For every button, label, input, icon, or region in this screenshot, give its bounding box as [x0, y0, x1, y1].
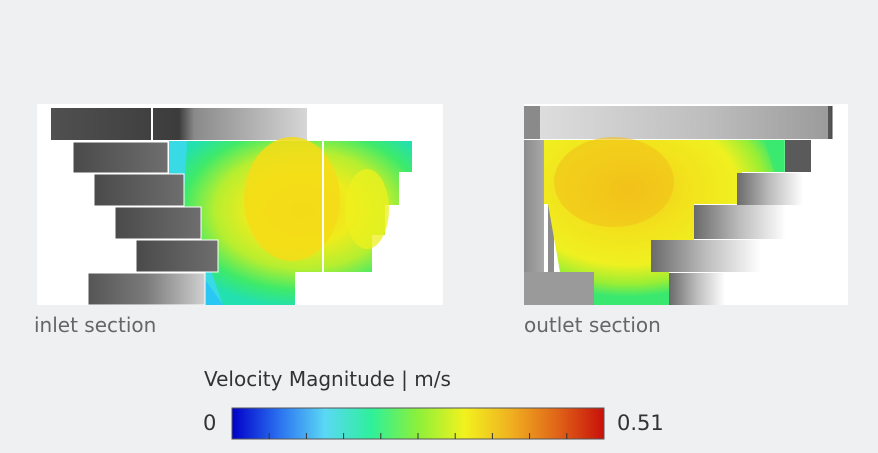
- inlet-section-plot: [37, 104, 443, 305]
- colorbar-max-label: 0.51: [617, 411, 664, 435]
- inlet-section-caption: inlet section: [34, 313, 157, 337]
- velocity-colorbar: [231, 407, 605, 440]
- outlet-section-caption: outlet section: [524, 313, 661, 337]
- outlet-section-plot: [524, 104, 848, 305]
- colorbar-title: Velocity Magnitude | m/s: [204, 367, 451, 391]
- colorbar-min-label: 0: [203, 411, 217, 435]
